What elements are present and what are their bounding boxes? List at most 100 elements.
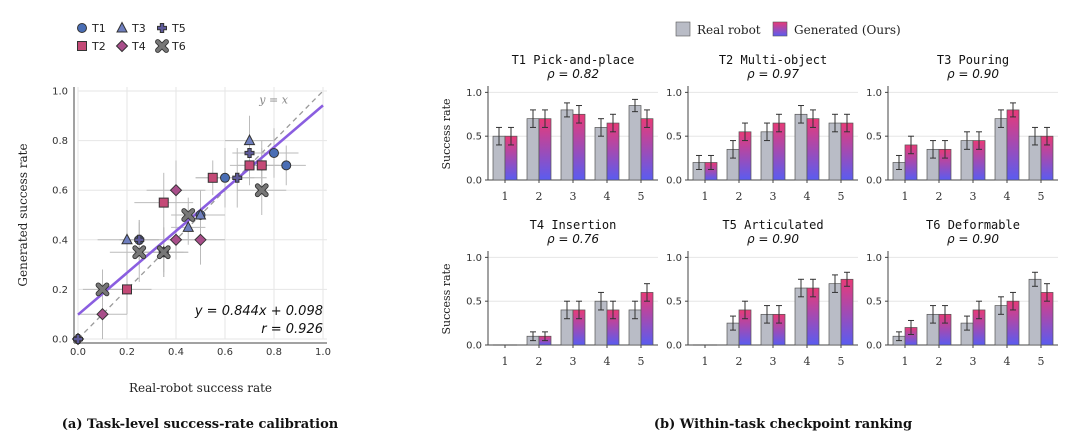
point-t5-shape [134, 234, 145, 245]
point-t2-shape [244, 160, 255, 171]
real-robot-bar [628, 105, 642, 181]
point-t6 [181, 208, 196, 222]
y-tick-label: 0.0 [666, 341, 682, 352]
x-tick-label: 4 [604, 355, 611, 368]
generated-bar [1006, 109, 1020, 181]
y-tick-label: 0.4 [52, 235, 68, 246]
legend-label-t2: T2 [91, 40, 106, 53]
legend-label-t1: T1 [91, 22, 106, 35]
point-t2-shape [122, 284, 132, 295]
point-t4 [194, 233, 207, 247]
legend-triangle-icon [116, 21, 128, 33]
panel-rho: ρ = 0.90 [947, 67, 999, 81]
x-axis-label: Real-robot success rate [129, 381, 272, 395]
legend-triangle-icon-shape [116, 21, 128, 33]
point-t3 [182, 220, 195, 232]
point-t5-shape [232, 172, 243, 183]
legend-label-t4: T4 [131, 40, 146, 53]
point-t1-shape [281, 160, 292, 171]
point-t6-shape [133, 246, 146, 259]
diagonal-label: y = x [258, 93, 288, 106]
y-tick-label: 0.5 [666, 132, 682, 143]
point-t1-shape [269, 148, 279, 158]
x-tick-label: 0.0 [70, 347, 86, 358]
x-tick-label: 0.4 [168, 347, 184, 358]
point-t6-shape [96, 283, 109, 296]
y-axis-label: Success rate [440, 264, 453, 335]
y-tick-label: 0.8 [52, 136, 68, 147]
panel-title: T4 Insertion [530, 218, 617, 232]
fit-correlation: r = 0.926 [261, 322, 323, 337]
x-tick-label: 4 [804, 190, 811, 203]
y-tick-label: 1.0 [466, 253, 482, 264]
x-tick-label: 2 [736, 355, 743, 368]
legend-square-icon-shape [77, 41, 87, 51]
legend-label-t5: T5 [171, 22, 186, 35]
x-tick-label: 2 [536, 190, 543, 203]
point-t4 [169, 233, 183, 247]
panel-title: T3 Pouring [937, 53, 1009, 67]
y-tick-label: 0.0 [52, 335, 68, 346]
point-t3-shape [121, 233, 133, 245]
point-t4-shape [169, 183, 183, 197]
y-tick-label: 0.5 [666, 297, 682, 308]
panel-title: T1 Pick-and-place [512, 53, 635, 67]
x-tick-label: 3 [970, 190, 977, 203]
legend-circle-icon-shape [77, 23, 87, 33]
point-t3 [194, 208, 207, 220]
x-tick-label: 5 [1038, 190, 1045, 203]
generated-bar [840, 278, 854, 346]
scatter-legend: T1 T3 T5 T2 T4 T6 [77, 21, 186, 53]
y-tick-label: 1.0 [866, 88, 882, 99]
point-t6 [254, 183, 269, 198]
caption-b: (b) Within-task checkpoint ranking [654, 417, 912, 432]
point-t2 [158, 197, 169, 208]
point-t2 [122, 284, 132, 295]
x-tick-label: 0.2 [119, 347, 135, 358]
point-t2-shape [256, 160, 267, 171]
point-t4-shape [194, 233, 207, 247]
x-tick-label: 0.8 [266, 347, 282, 358]
point-t5 [232, 172, 243, 183]
x-tick-label: 1 [502, 355, 509, 368]
x-tick-label: 5 [638, 355, 645, 368]
y-axis-label: Generated success rate [16, 143, 30, 286]
y-tick-label: 0.0 [666, 176, 682, 187]
point-t4-shape [96, 307, 109, 321]
x-tick-label: 1.0 [315, 347, 331, 358]
point-t2 [256, 160, 267, 171]
x-tick-label: 5 [638, 190, 645, 203]
point-t3 [243, 134, 256, 146]
point-t2-shape [158, 197, 169, 208]
point-t6 [156, 245, 171, 260]
point-t6 [132, 245, 147, 260]
point-t3-shape [194, 208, 207, 220]
point-t5-shape [73, 334, 83, 344]
point-t5-shape [244, 148, 255, 158]
point-t1 [269, 148, 279, 158]
real-robot-bar [794, 113, 808, 181]
x-tick-label: 2 [536, 355, 543, 368]
x-tick-label: 5 [1038, 355, 1045, 368]
generated-legend-label: Generated (Ours) [794, 23, 901, 37]
x-tick-label: 4 [604, 190, 611, 203]
point-t1-shape [220, 172, 230, 183]
legend-plus-icon-shape [157, 23, 167, 33]
x-tick-label: 0.6 [217, 347, 233, 358]
y-tick-label: 0.2 [52, 285, 68, 296]
y-axis-label: Success rate [440, 99, 453, 170]
legend-circle-icon [77, 23, 87, 33]
legend-label-t3: T3 [131, 22, 146, 35]
x-tick-label: 4 [1004, 190, 1011, 203]
y-tick-label: 0.6 [52, 186, 68, 197]
point-t6 [95, 282, 110, 297]
real-robot-legend-label: Real robot [697, 23, 761, 37]
x-tick-label: 3 [570, 190, 577, 203]
fit-equation: y = 0.844x + 0.098 [194, 304, 323, 319]
x-tick-label: 1 [902, 190, 909, 203]
point-t2 [207, 172, 218, 183]
